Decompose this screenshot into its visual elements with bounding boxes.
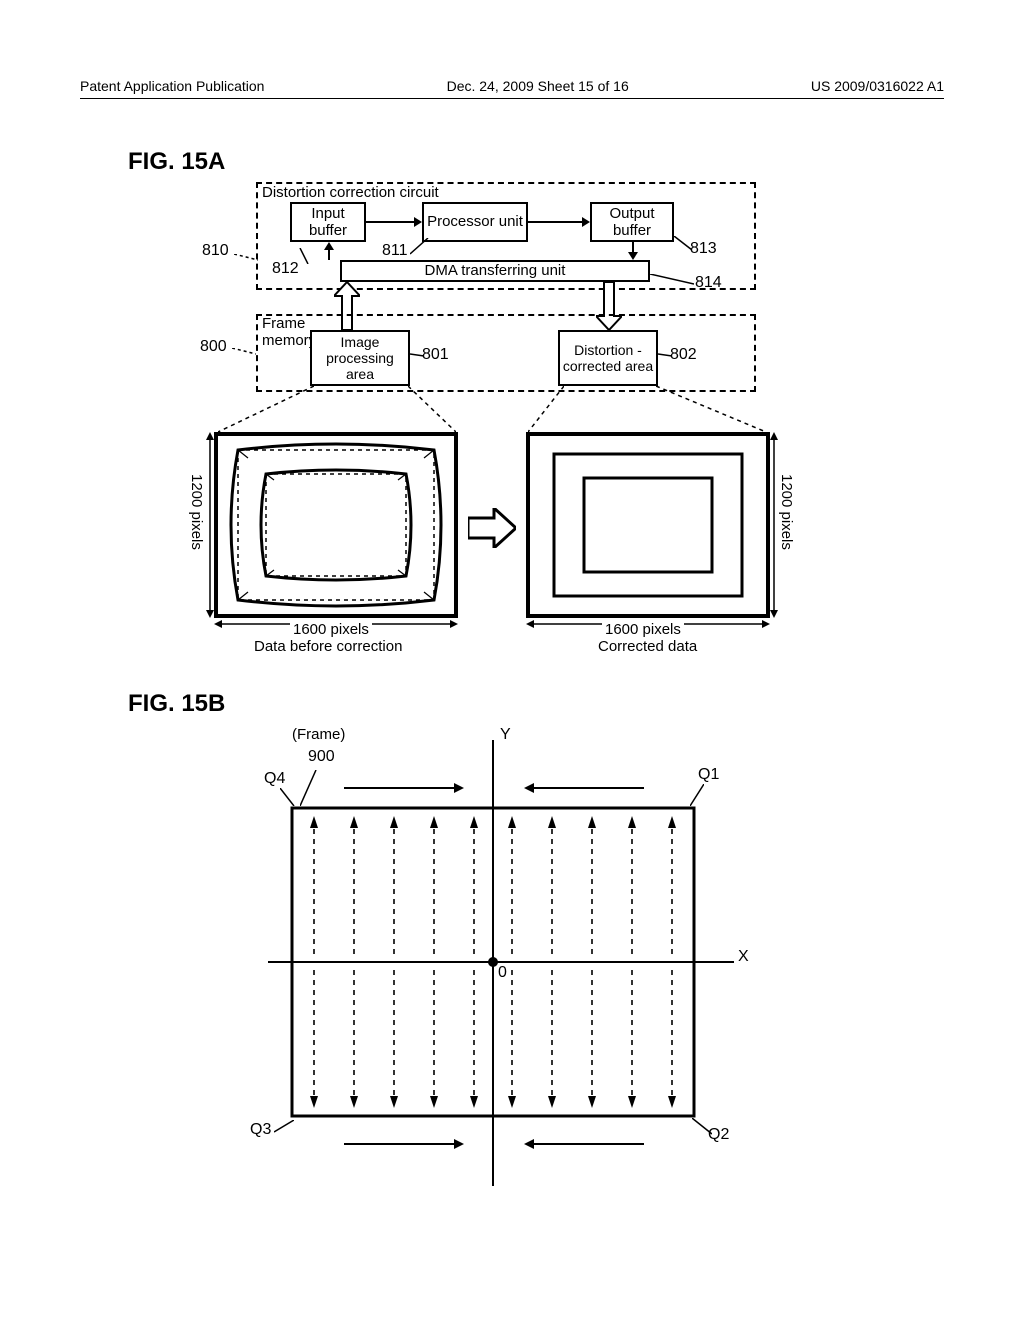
lead-900-icon <box>300 770 320 806</box>
lead-810-icon <box>234 254 258 262</box>
arrow-before-after-icon <box>468 508 516 548</box>
after-panel-icon <box>526 432 770 618</box>
proj-left-2-icon <box>408 386 456 432</box>
lead-q1-icon <box>690 784 704 806</box>
dcc-title: Distortion correction circuit <box>262 184 439 201</box>
lead-q4-icon <box>280 788 296 806</box>
page-header: Patent Application Publication Dec. 24, … <box>80 78 944 99</box>
input-buffer-text: Input buffer <box>292 205 364 240</box>
image-proc-box: Image processing area <box>310 330 410 386</box>
lead-q3-icon <box>274 1120 294 1136</box>
proj-left-1-icon <box>218 386 314 432</box>
header-center: Dec. 24, 2009 Sheet 15 of 16 <box>447 78 629 94</box>
q3: Q3 <box>250 1121 271 1139</box>
dist-corr-box: Distortion -corrected area <box>558 330 658 386</box>
arrow-top-left-icon <box>344 782 464 794</box>
arrow-bot-right-icon <box>524 1138 644 1150</box>
arrow-bot-left-icon <box>344 1138 464 1150</box>
h-label-right: 1200 pixels <box>778 474 795 550</box>
ref-814: 814 <box>695 274 722 292</box>
lead-800-icon <box>232 348 256 356</box>
ref-812: 812 <box>272 260 299 278</box>
ref-800: 800 <box>200 338 227 356</box>
q1: Q1 <box>698 766 719 784</box>
h-label-left: 1200 pixels <box>188 474 205 550</box>
ref-811: 811 <box>382 242 408 260</box>
before-panel-icon <box>214 432 458 618</box>
ref-900: 900 <box>308 748 335 766</box>
lead-812-icon <box>298 248 312 264</box>
header-right: US 2009/0316022 A1 <box>811 78 944 94</box>
frame-label: (Frame) <box>292 726 345 743</box>
fig-15a-diagram: Distortion correction circuit Input buff… <box>150 180 850 660</box>
after-caption: Corrected data <box>598 638 697 655</box>
lead-801-icon <box>410 350 424 360</box>
w-label-left: 1600 pixels <box>290 621 372 638</box>
dim-h-left-icon <box>206 432 214 618</box>
input-buffer-box: Input buffer <box>290 202 366 242</box>
image-proc-text: Image processing area <box>312 334 408 382</box>
before-caption: Data before correction <box>254 638 402 655</box>
output-buffer-text: Output buffer <box>592 205 672 240</box>
lead-811-icon <box>410 238 430 256</box>
ref-813: 813 <box>690 240 717 258</box>
arrow-input-proc-icon <box>366 215 422 229</box>
frame-rect-icon <box>290 806 696 1118</box>
output-buffer-box: Output buffer <box>590 202 674 242</box>
proj-right-1-icon <box>528 386 564 432</box>
arrow-output-dma-icon <box>626 242 640 260</box>
arrow-proc-output-icon <box>528 215 590 229</box>
dim-h-right-icon <box>770 432 778 618</box>
processor-text: Processor unit <box>427 213 523 230</box>
lead-802-icon <box>658 352 672 360</box>
y-label: Y <box>500 726 511 744</box>
arrow-top-right-icon <box>524 782 644 794</box>
dma-box: DMA transferring unit <box>340 260 650 282</box>
processor-box: Processor unit <box>422 202 528 242</box>
fig-15b-label: FIG. 15B <box>128 690 225 718</box>
lead-814-icon <box>650 274 694 288</box>
dist-corr-text: Distortion -corrected area <box>560 342 656 374</box>
ref-810: 810 <box>202 242 229 260</box>
ref-802: 802 <box>670 346 697 364</box>
ref-801: 801 <box>422 346 449 364</box>
fig-15b-diagram: (Frame) 900 Q4 Q1 Q3 Q2 Y X 0 <box>208 726 788 1206</box>
lead-q2-icon <box>692 1118 712 1136</box>
q4: Q4 <box>264 770 285 788</box>
header-left: Patent Application Publication <box>80 78 264 94</box>
lead-813-icon <box>674 236 692 252</box>
proj-right-2-icon <box>656 386 766 432</box>
fig-15a-label: FIG. 15A <box>128 148 225 176</box>
dma-text: DMA transferring unit <box>425 262 566 279</box>
x-label: X <box>738 948 749 966</box>
w-label-right: 1600 pixels <box>602 621 684 638</box>
arrow-dma-input-icon <box>322 242 336 260</box>
